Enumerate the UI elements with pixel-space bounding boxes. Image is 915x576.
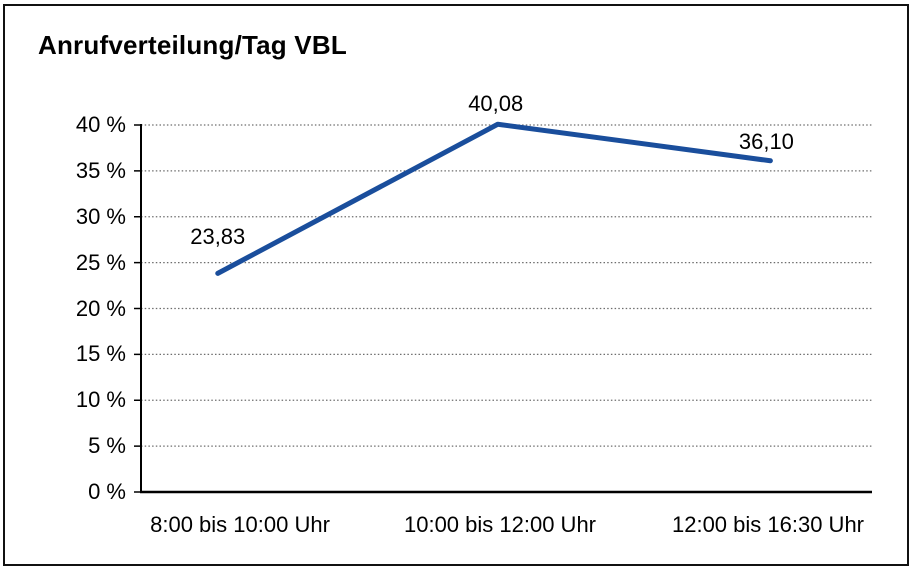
series-line xyxy=(215,121,773,276)
y-axis-tick-label: 20 % xyxy=(75,295,126,321)
y-axis-tick-label: 15 % xyxy=(75,341,126,367)
data-point-label: 36,10 xyxy=(738,128,794,154)
y-axis-tick-label: 0 % xyxy=(88,479,126,504)
y-axis-tick-label: 30 % xyxy=(75,203,126,229)
chart-frame xyxy=(3,4,909,566)
y-axis-tick-label: 10 % xyxy=(75,387,126,413)
axes xyxy=(140,124,872,494)
y-axis-tick-label: 25 % xyxy=(75,249,126,275)
data-point-label: 23,83 xyxy=(190,224,246,250)
x-axis-category-label: 10:00 bis 12:00 Uhr xyxy=(403,512,597,537)
y-axis-tick-label: 5 % xyxy=(88,433,126,459)
y-axis-tick-label: 40 % xyxy=(75,112,126,137)
data-point-label: 40,08 xyxy=(468,91,524,117)
x-axis-category-label: 8:00 bis 10:00 Uhr xyxy=(150,512,330,537)
x-axis-category-label: 12:00 bis 16:30 Uhr xyxy=(671,512,865,537)
y-axis-tick-label: 35 % xyxy=(75,157,126,183)
axis-ticks xyxy=(134,124,141,493)
gridlines xyxy=(141,124,872,447)
chart-title: Anrufverteilung/Tag VBL xyxy=(38,30,347,60)
